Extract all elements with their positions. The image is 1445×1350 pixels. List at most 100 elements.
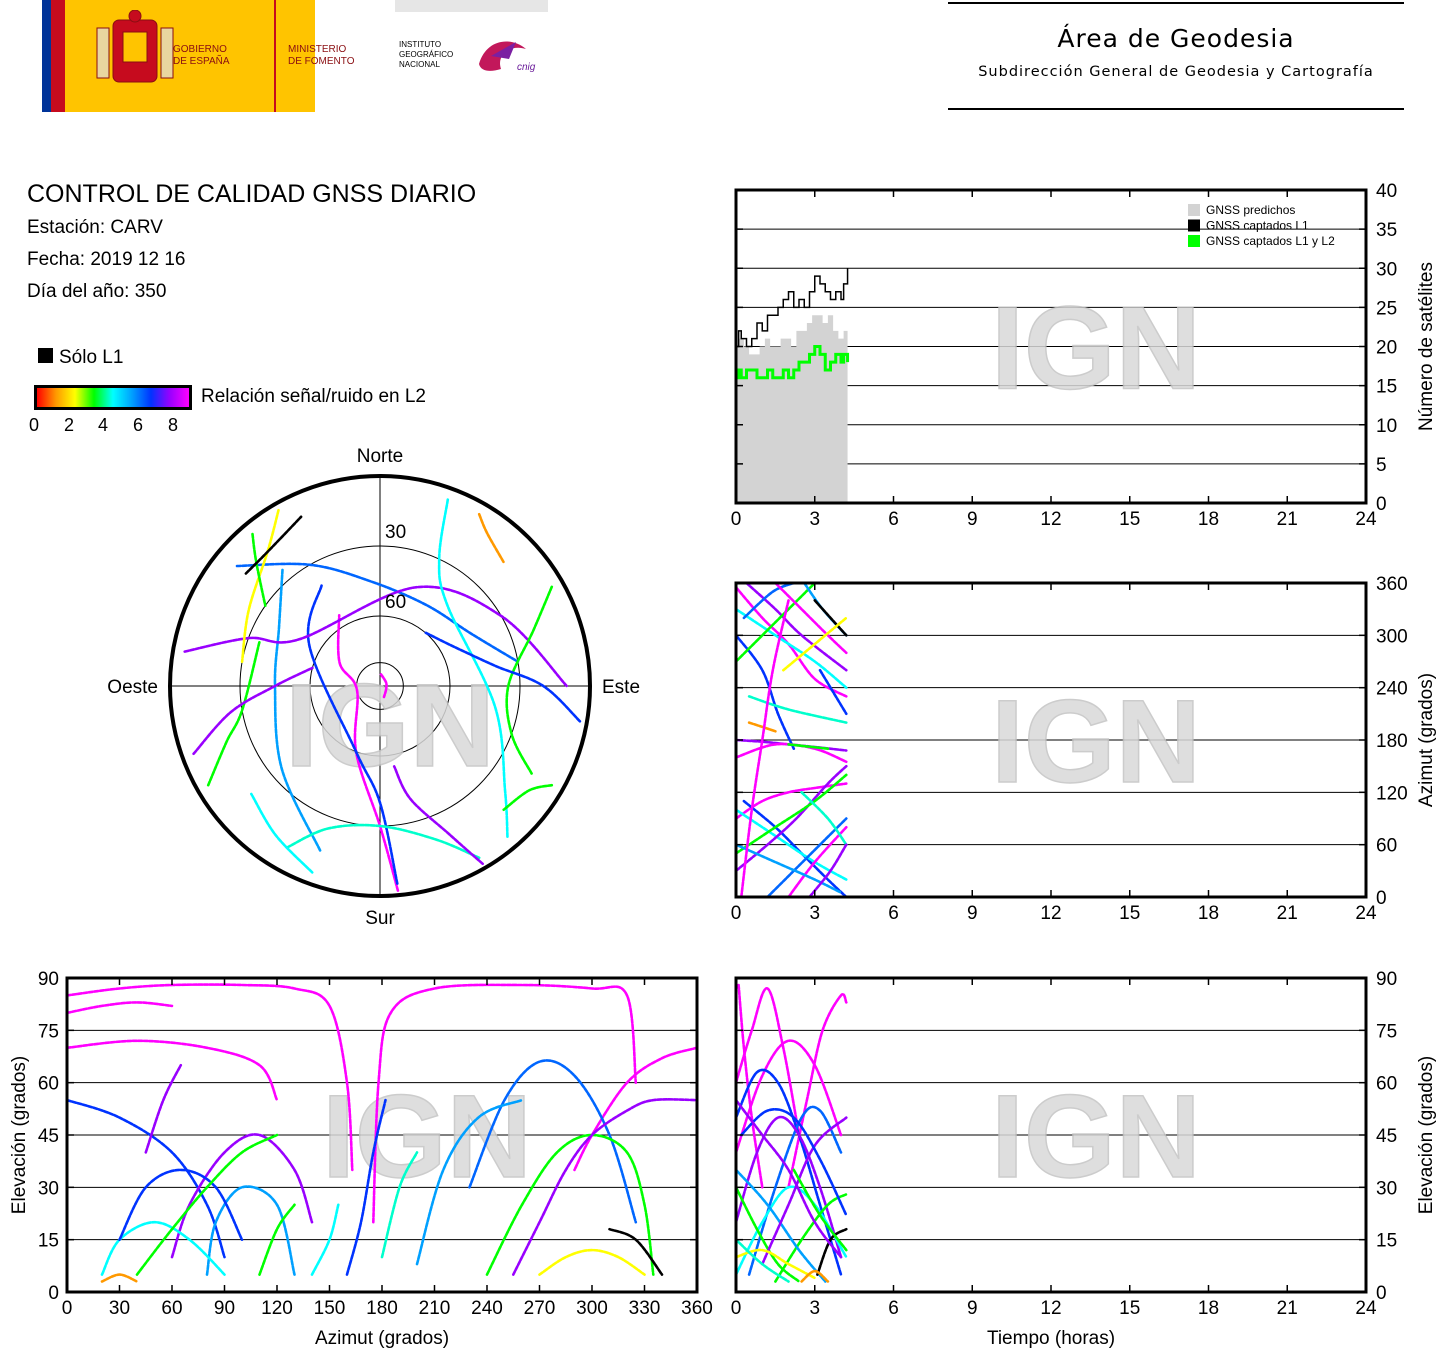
divider xyxy=(274,0,276,112)
satellite-track xyxy=(740,599,790,899)
y-tick-label: 360 xyxy=(1376,574,1408,595)
date-label: Fecha: 2019 12 16 xyxy=(27,249,186,270)
y-tick-label: 180 xyxy=(1376,731,1408,752)
satellite-track xyxy=(800,791,848,846)
x-tick-label: 0 xyxy=(731,509,742,530)
flag-red-strip xyxy=(51,0,65,112)
satellite-track xyxy=(505,585,554,775)
x-tick-label: 180 xyxy=(366,1298,398,1319)
satellite-track xyxy=(423,631,582,723)
y-tick-label: 30 xyxy=(1376,259,1397,280)
satellite-track xyxy=(379,673,388,699)
satellite-track xyxy=(310,1203,340,1276)
y-tick-label: 75 xyxy=(1376,1021,1397,1042)
x-axis-label: Azimut (grados) xyxy=(315,1328,449,1349)
ign-logo: INSTITUTO GEOGRÁFICO NACIONAL cnig xyxy=(395,0,548,112)
legend-swatch xyxy=(1188,235,1200,247)
x-axis-label: Tiempo (horas) xyxy=(987,1328,1115,1349)
satellite-track xyxy=(135,1133,279,1276)
x-tick-label: 18 xyxy=(1198,1298,1219,1319)
satellite-track xyxy=(250,792,314,874)
satellite-track xyxy=(734,1115,843,1259)
x-tick-label: 270 xyxy=(524,1298,556,1319)
x-tick-label: 24 xyxy=(1355,903,1377,924)
watermark: IGN xyxy=(991,283,1201,415)
x-tick-label: 6 xyxy=(888,1298,899,1319)
x-tick-label: 15 xyxy=(1119,1298,1140,1319)
logo-bar: GOBIERNO DE ESPAÑA MINISTERIO DE FOMENTO… xyxy=(42,0,548,112)
series-line xyxy=(736,268,849,348)
y-axis-label: Número de satélites xyxy=(1416,262,1437,431)
satellite-track xyxy=(437,498,509,840)
x-tick-label: 15 xyxy=(1119,509,1140,530)
x-tick-label: 60 xyxy=(161,1298,182,1319)
legend-label: GNSS predichos xyxy=(1206,203,1295,217)
satellite-track xyxy=(240,508,280,663)
y-tick-label: 120 xyxy=(1376,783,1408,804)
l1-only-label: Sólo L1 xyxy=(59,347,124,368)
satellite-track xyxy=(285,823,481,860)
watermark: IGN xyxy=(991,676,1201,808)
y-tick-label: 0 xyxy=(1376,888,1387,909)
y-tick-label: 300 xyxy=(1376,626,1408,647)
legend-swatch xyxy=(1188,219,1200,232)
skyplot-chart: IGN Norte Sur Este Oeste 30 60 xyxy=(107,446,640,929)
snr-tick: 8 xyxy=(168,415,179,435)
x-tick-label: 6 xyxy=(888,903,899,924)
satellite-track xyxy=(183,585,568,688)
x-tick-label: 9 xyxy=(967,509,978,530)
watermark: IGN xyxy=(322,1071,532,1203)
satellite-track xyxy=(734,1248,817,1280)
series-line xyxy=(736,345,850,380)
x-tick-label: 120 xyxy=(261,1298,293,1319)
satellite-track xyxy=(818,668,848,716)
satellite-track xyxy=(144,1063,183,1154)
y-axis-label: Elevación (grados) xyxy=(9,1056,30,1214)
satellite-track xyxy=(774,581,848,655)
snr-tick: 6 xyxy=(133,415,144,435)
x-tick-label: 12 xyxy=(1040,509,1061,530)
satellite-track xyxy=(65,1039,279,1102)
x-tick-label: 3 xyxy=(809,1298,820,1319)
y-tick-label: 90 xyxy=(38,969,59,990)
y-tick-label: 25 xyxy=(1376,298,1397,319)
x-tick-label: 6 xyxy=(888,509,899,530)
x-tick-label: 90 xyxy=(214,1298,235,1319)
x-tick-label: 18 xyxy=(1198,509,1219,530)
satellite-track xyxy=(65,1098,226,1259)
satellite-track xyxy=(235,562,520,663)
x-tick-label: 15 xyxy=(1119,903,1140,924)
satellite-track xyxy=(100,1220,226,1276)
satellite-track xyxy=(345,1098,387,1276)
y-tick-label: 0 xyxy=(48,1283,59,1304)
y-axis-label: Elevación (grados) xyxy=(1416,1056,1437,1214)
eu-flag-strip xyxy=(42,0,51,112)
government-logo: GOBIERNO DE ESPAÑA MINISTERIO DE FOMENTO xyxy=(65,0,354,112)
satellite-track xyxy=(734,581,817,663)
y-tick-label: 15 xyxy=(1376,1231,1397,1252)
x-tick-label: 3 xyxy=(809,903,820,924)
y-tick-label: 30 xyxy=(1376,1178,1397,1199)
x-tick-label: 21 xyxy=(1277,1298,1298,1319)
east-label: Este xyxy=(602,677,640,698)
y-tick-label: 40 xyxy=(1376,181,1397,202)
x-tick-label: 21 xyxy=(1277,903,1298,924)
coat-of-arms-icon xyxy=(96,10,174,83)
south-label: Sur xyxy=(365,908,395,929)
x-tick-label: 24 xyxy=(1355,509,1377,530)
l1-only-swatch xyxy=(38,348,53,363)
satellite-track xyxy=(244,515,303,575)
snr-colorbar xyxy=(34,385,192,410)
satellite-track xyxy=(734,1185,848,1276)
x-tick-label: 210 xyxy=(419,1298,451,1319)
north-label: Norte xyxy=(357,446,403,467)
y-tick-label: 10 xyxy=(1376,416,1397,437)
satellite-track xyxy=(336,614,400,892)
legend-label: GNSS captados L1 y L2 xyxy=(1206,234,1335,248)
x-tick-label: 9 xyxy=(967,903,978,924)
satellite-track xyxy=(800,1269,830,1283)
satellite-track xyxy=(747,721,777,733)
